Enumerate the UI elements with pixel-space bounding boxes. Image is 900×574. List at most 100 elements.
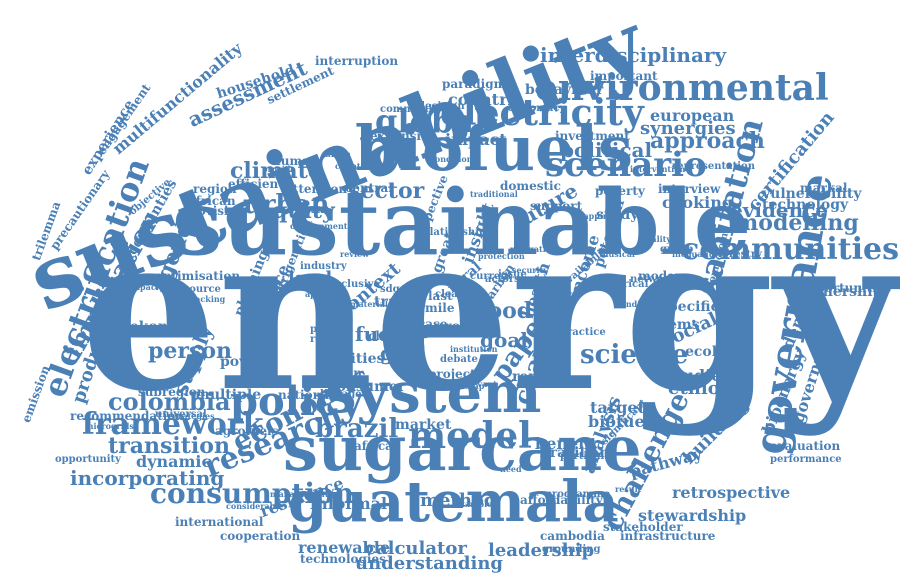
word-mapping: mapping [575,211,615,221]
word-case: case [418,317,448,331]
word-mitigation: mitigation [510,244,557,254]
word-international: international [175,515,264,529]
word-policy: policy [230,378,363,425]
word-interdisciplinary: interdisciplinary [540,43,727,67]
word-inequality: inequality [672,249,717,259]
word-efficiency: efficiency [228,177,293,191]
word-cambodia: cambodia [540,529,605,543]
word-representation: representation [672,161,755,172]
word-protection: protection [478,251,525,261]
word-electricity: electricity [440,92,644,134]
word-project: project [428,367,476,381]
word-investment: investment [555,129,630,143]
word-partnership: partnership [790,284,883,300]
word-consumption: consumption [150,477,355,510]
word-actors: actors [485,274,520,285]
word-condition: condition [430,154,473,164]
word-modern: modern [638,269,690,283]
word-brazilian: brazilian [540,445,610,461]
word-issue: issue [498,269,527,280]
word-community: community [380,104,443,115]
word-material: material [350,299,388,309]
word-industry: industry [300,261,347,272]
word-grid: grid [380,341,427,365]
word-poverty: poverty [595,184,645,198]
word-impact: impact [445,130,507,149]
word-musical: musical [600,249,635,259]
word-ownership: ownership [438,381,485,391]
word-urban: urban [243,190,330,220]
word-countrie: countrie [448,90,524,109]
word-vulnerability: vulnerability [762,186,862,202]
word-resource: resource [172,284,221,295]
word-inclusive: inclusive [330,279,380,290]
word-market: market [395,417,452,433]
word-study: study [596,207,639,223]
word-relationship: relationship [418,227,486,238]
word-provision: provision [183,204,246,218]
word-energy: energy [80,186,899,439]
word-clean: clean [435,289,465,300]
word-guatemala: guatemala [288,469,619,535]
word-universal: universal [155,409,207,420]
word-national: national [278,388,334,402]
word-linkage: linkage [320,389,362,400]
word-relevant: relevant [460,379,497,389]
word-action: action [320,366,362,380]
word-synergies: synergies [640,118,736,139]
word-trade: trade [374,294,416,310]
word-approach: approach [650,128,765,154]
word-result: result [615,484,642,494]
word-recommendation: recommendation [70,409,185,423]
word-security: security [512,265,548,275]
word-performance: performance [770,454,842,465]
word-colombia: colombia [108,387,231,416]
word-equity: equity [258,198,335,224]
word-informal: informal [310,494,388,513]
word-mekong: mekong [115,319,178,335]
word-network: network [630,274,676,285]
word-markal: markal [800,181,848,195]
word-framework: framework [82,407,264,442]
word-person: person [148,338,233,364]
word-system: system [325,360,542,426]
word-modelling: modelling [735,210,859,236]
word-model: model [408,415,532,457]
word-region: region [193,182,237,196]
word-paradigm: paradigm [442,77,507,91]
word-area: area [435,319,470,335]
word-example: example [455,499,493,509]
word-finding: finding [620,299,652,309]
word-global: global [375,102,487,140]
word-technology: technology [762,197,849,213]
word-calculator: calculator [365,538,467,559]
word-forestry: forestry [718,249,762,260]
word-human: human [272,154,319,168]
word-sdgs: sdgs [380,284,406,295]
word-renewable: renewable [298,538,391,557]
word-environmental: environmental [535,67,829,109]
word-power: power [220,354,268,370]
word-sector: sector [348,178,425,204]
word-optimisation: optimisation [155,269,241,283]
word-interruption: interruption [315,54,399,68]
word-political: political [560,138,653,162]
word-microgrids: microgrids [85,421,134,431]
word-review: review [340,249,369,259]
word-central: central [345,181,393,195]
word-opportunity: opportunity [55,454,121,465]
word-specific: specific [660,299,720,315]
word-institution: institution [450,344,498,354]
word-cooperation: cooperation [220,529,301,543]
word-incorporating: incorporating [70,466,225,490]
word-acc: acc [390,318,432,344]
word-benefit: benefit [535,434,598,453]
word-biofuel: biofuel [588,412,651,431]
word-quality: quality [640,234,672,244]
word-sugarcane: sugarcane [283,412,642,485]
word-understanding: understanding [355,553,503,574]
word-considerable: considerable [226,501,284,511]
word-science: science [580,340,689,370]
word-grounding: grounding [542,544,601,555]
word-particular: particular [560,451,617,462]
